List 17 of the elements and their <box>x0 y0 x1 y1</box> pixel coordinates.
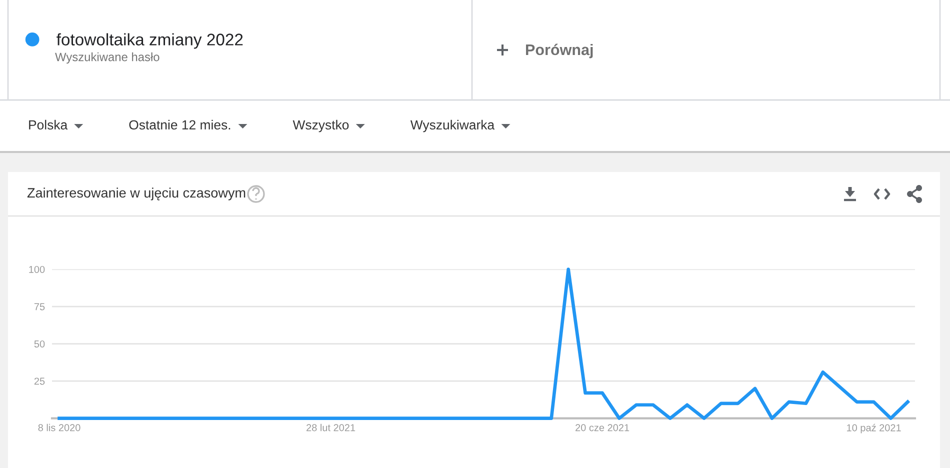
x-tick-label: 28 lut 2021 <box>306 424 356 432</box>
text: Ostatnie 12 mies. <box>129 120 230 130</box>
chart-title: Zainteresowanie w ujęciu czasowym <box>27 188 246 200</box>
y-tick-label: 50 <box>34 340 45 348</box>
text: Wszystko <box>292 120 349 132</box>
text: Polska <box>29 120 68 130</box>
y-tick-label: 25 <box>34 378 45 385</box>
y-tick-label: 75 <box>34 303 45 310</box>
text: Wyszukiwarka <box>410 120 495 132</box>
text: Porównaj <box>526 44 593 58</box>
line-series <box>58 268 910 420</box>
x-tick-label: 10 paź 2021 <box>847 424 901 434</box>
legend-label: fotowoltaika zmiany 2022 <box>56 33 243 49</box>
text: Wyszukiwane hasło <box>55 52 160 64</box>
x-tick-label: 8 lis 2020 <box>38 424 80 432</box>
y-tick-label: 100 <box>29 266 45 274</box>
x-tick-label: 20 cze 2021 <box>576 424 630 432</box>
